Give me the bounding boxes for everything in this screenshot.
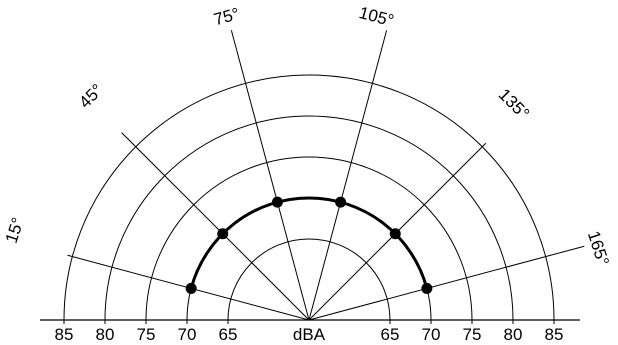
tick-label-right-80: 80 [504, 325, 523, 344]
data-point-165 [421, 282, 433, 294]
angle-label-45: 45° [75, 80, 107, 112]
tick-label-right-65: 65 [381, 325, 400, 344]
tick-label-right-75: 75 [463, 325, 482, 344]
angle-label-135: 135° [495, 85, 533, 123]
tick-label-right-70: 70 [422, 325, 441, 344]
angle-label-105: 105° [357, 3, 396, 30]
angle-label-75: 75° [212, 4, 242, 29]
ray-165 [308, 245, 585, 321]
tick-label-left-75: 75 [137, 325, 156, 344]
data-point-75 [271, 196, 283, 208]
ring-80 [104, 115, 514, 321]
tick-label-left-70: 70 [178, 325, 197, 344]
ring-65 [227, 238, 391, 321]
ray-105 [308, 30, 388, 321]
data-point-135 [389, 228, 401, 240]
unit-label: dBA [293, 325, 326, 344]
pattern-curve [189, 196, 429, 289]
tick-label-left-85: 85 [55, 325, 74, 344]
angle-label-15: 15° [2, 215, 28, 245]
baseline-ticks [63, 320, 555, 324]
data-point-45 [217, 228, 229, 240]
tick-label-left-80: 80 [96, 325, 115, 344]
angle-label-165: 165° [584, 229, 613, 268]
ring-75 [145, 156, 473, 321]
ring-70 [186, 197, 432, 321]
angle-labels: 15° 45° 75° 105° 135° 165° [2, 3, 613, 268]
ray-45 [121, 132, 310, 321]
pattern-points [185, 196, 433, 294]
radial-tick-labels: 65 65 70 70 75 75 80 80 85 85 [55, 325, 564, 344]
tick-label-left-65: 65 [219, 325, 238, 344]
ring-85 [63, 74, 555, 321]
tick-label-right-85: 85 [545, 325, 564, 344]
data-point-105 [335, 196, 347, 208]
ray-75 [230, 30, 310, 321]
data-point-15 [185, 282, 197, 294]
